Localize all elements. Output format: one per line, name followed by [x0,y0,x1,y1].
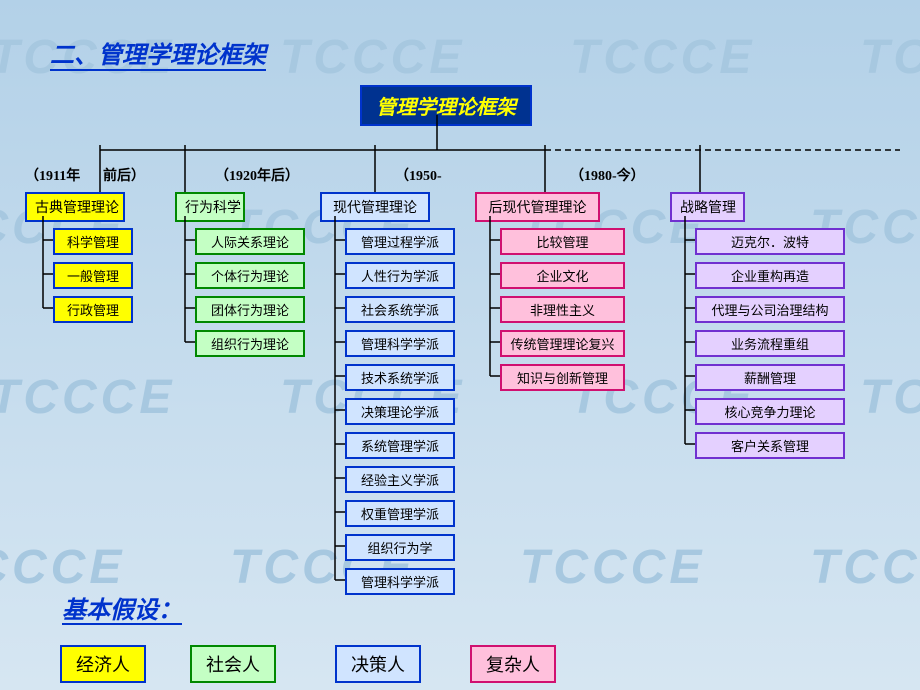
assumption-label: 基本假设： [62,590,182,625]
item-box: 一般管理 [53,262,133,289]
item-box: 组织行为学 [345,534,455,561]
period-label: 前后） [103,165,145,185]
item-box: 管理过程学派 [345,228,455,255]
item-box: 科学管理 [53,228,133,255]
item-box: 客户关系管理 [695,432,845,459]
item-box: 企业重构再造 [695,262,845,289]
item-box: 社会系统学派 [345,296,455,323]
item-box: 团体行为理论 [195,296,305,323]
item-box: 传统管理理论复兴 [500,330,625,357]
item-box: 比较管理 [500,228,625,255]
item-box: 非理性主义 [500,296,625,323]
item-box: 个体行为理论 [195,262,305,289]
item-box: 知识与创新管理 [500,364,625,391]
item-box: 技术系统学派 [345,364,455,391]
column-header: 行为科学 [175,192,245,222]
column-header: 现代管理理论 [320,192,430,222]
item-box: 迈克尔．波特 [695,228,845,255]
period-label: （1920年后） [215,165,299,185]
item-box: 业务流程重组 [695,330,845,357]
period-label: （1980-今） [570,165,645,185]
item-box: 人际关系理论 [195,228,305,255]
assumption-box: 经济人 [60,645,146,683]
item-box: 系统管理学派 [345,432,455,459]
item-box: 行政管理 [53,296,133,323]
assumption-box: 复杂人 [470,645,556,683]
assumption-box: 决策人 [335,645,421,683]
item-box: 组织行为理论 [195,330,305,357]
diagram-content: 二、管理学理论框架 管理学理论框架 基本假设： （1911年 前后） （1920年后… [0,0,920,690]
title-box: 管理学理论框架 [360,85,532,126]
item-box: 决策理论学派 [345,398,455,425]
column-header: 后现代管理理论 [475,192,600,222]
item-box: 管理科学学派 [345,330,455,357]
item-box: 权重管理学派 [345,500,455,527]
assumption-box: 社会人 [190,645,276,683]
page-heading: 二、管理学理论框架 [50,35,266,70]
column-header: 战略管理 [670,192,745,222]
column-header: 古典管理理论 [25,192,125,222]
item-box: 薪酬管理 [695,364,845,391]
item-box: 管理科学学派 [345,568,455,595]
period-label: （1950- [395,165,442,185]
item-box: 人性行为学派 [345,262,455,289]
item-box: 代理与公司治理结构 [695,296,845,323]
period-label: （1911年 [25,165,80,185]
item-box: 企业文化 [500,262,625,289]
item-box: 经验主义学派 [345,466,455,493]
item-box: 核心竞争力理论 [695,398,845,425]
